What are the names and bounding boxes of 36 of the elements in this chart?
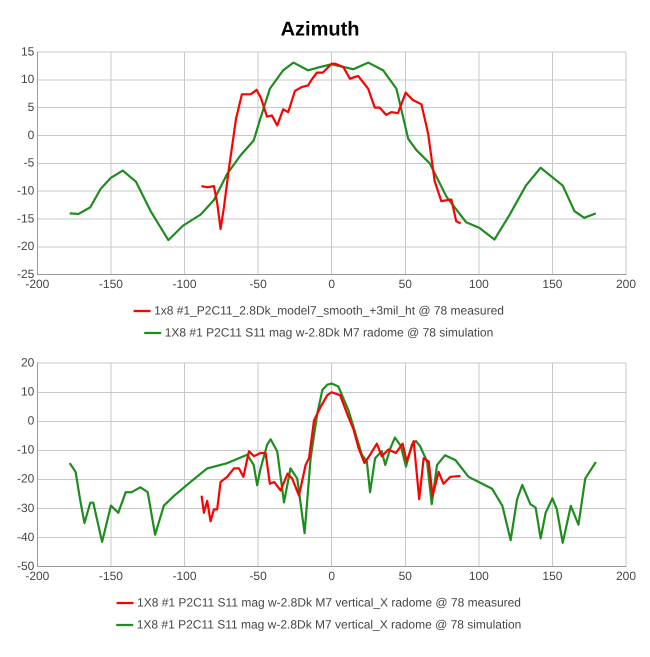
x-tick-label: 0	[328, 277, 336, 292]
legend-label: 1X8 #1 P2C11 S11 mag w-2.8Dk M7 radome @ 78 simulation	[164, 325, 494, 340]
x-tick-label: -50	[249, 277, 268, 292]
x-tick-label: 200	[616, 569, 636, 584]
legend-label: 1x8 #1_P2C11_2.8Dk_model7_smooth_+3mil_ht @ 78 measured	[154, 303, 504, 318]
y-tick-label: 15	[20, 44, 35, 58]
x-tick-label: -100	[172, 569, 197, 584]
x-tick-label: -100	[172, 277, 197, 292]
x-tick-label: 150	[542, 277, 563, 292]
x-tick-label: -150	[98, 277, 124, 292]
y-tick-label: -5	[24, 156, 35, 170]
chart-title: Azimuth	[280, 18, 360, 41]
x-tick-label: 200	[616, 277, 636, 292]
x-tick-label: -50	[249, 569, 268, 584]
y-tick-label: 10	[20, 384, 35, 399]
y-tick-label: -10	[17, 183, 35, 198]
y-tick-label: -20	[17, 239, 35, 254]
x-tick-label: 0	[328, 569, 336, 584]
y-tick-label: -15	[17, 211, 35, 226]
y-tick-label: -10	[17, 442, 35, 457]
x-tick-label: 100	[468, 569, 490, 584]
legend-label: 1X8 #1 P2C11 S11 mag w-2.8Dk M7 vertical_X radome @ 78 measured	[137, 595, 521, 610]
x-tick-label: 100	[468, 277, 490, 292]
y-tick-label: 5	[28, 100, 35, 114]
y-tick-label: -40	[17, 530, 35, 544]
y-tick-label: 0	[28, 128, 35, 142]
x-tick-label: 50	[398, 569, 412, 584]
x-tick-label: -150	[98, 569, 124, 584]
y-tick-label: -30	[17, 500, 35, 515]
y-tick-label: 0	[28, 414, 35, 428]
y-tick-label: 20	[20, 356, 35, 370]
y-tick-label: -20	[17, 472, 35, 486]
x-tick-label: 150	[542, 569, 563, 584]
y-tick-label: 10	[20, 72, 35, 86]
x-tick-label: 50	[398, 277, 412, 292]
legend-label: 1X8 #1 P2C11 S11 mag w-2.8Dk M7 vertical_X radome @ 78 simulation	[136, 617, 522, 632]
